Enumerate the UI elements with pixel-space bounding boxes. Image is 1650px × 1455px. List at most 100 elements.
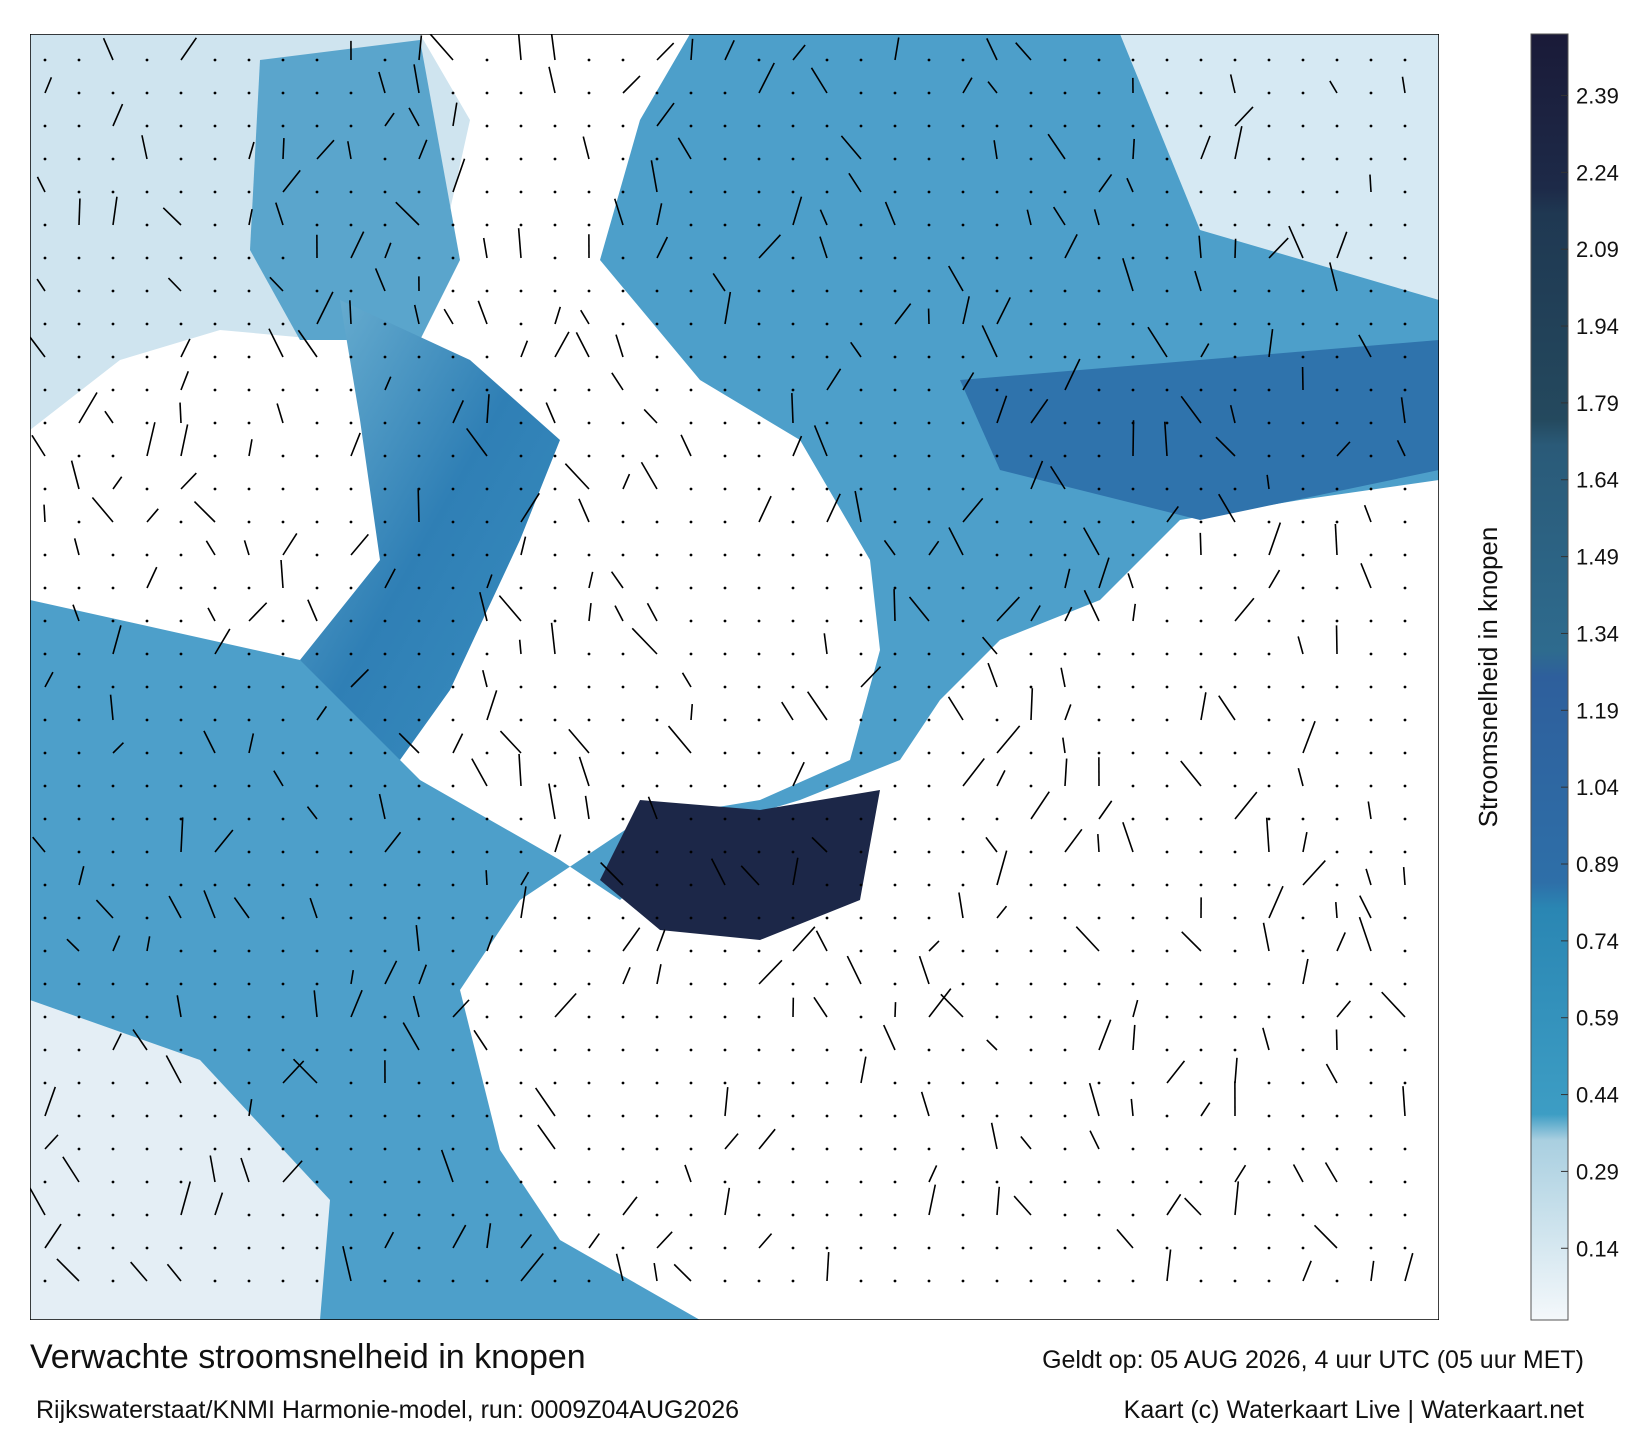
grid-dot xyxy=(1030,1115,1033,1118)
grid-dot xyxy=(690,620,693,623)
grid-dot xyxy=(520,1082,523,1085)
grid-dot xyxy=(894,290,897,293)
credit: Kaart (c) Waterkaart Live | Waterkaart.n… xyxy=(1124,1396,1584,1424)
grid-dot xyxy=(452,587,455,590)
grid-dot xyxy=(690,521,693,524)
current-arrow xyxy=(1200,533,1201,555)
grid-dot xyxy=(1030,884,1033,887)
grid-dot xyxy=(1030,1247,1033,1250)
grid-dot xyxy=(588,851,591,854)
grid-dot xyxy=(350,587,353,590)
grid-dot xyxy=(44,1181,47,1184)
grid-dot xyxy=(1030,653,1033,656)
grid-dot xyxy=(214,422,217,425)
grid-dot xyxy=(486,1016,489,1019)
grid-dot xyxy=(724,752,727,755)
grid-dot xyxy=(282,686,285,689)
grid-dot xyxy=(928,884,931,887)
grid-dot xyxy=(826,752,829,755)
grid-dot xyxy=(214,356,217,359)
grid-dot xyxy=(282,620,285,623)
grid-dot xyxy=(1404,719,1407,722)
grid-dot xyxy=(996,290,999,293)
grid-dot xyxy=(350,389,353,392)
grid-dot xyxy=(724,917,727,920)
grid-dot xyxy=(1098,1016,1101,1019)
grid-dot xyxy=(1234,323,1237,326)
grid-dot xyxy=(486,1214,489,1217)
grid-dot xyxy=(282,653,285,656)
grid-dot xyxy=(418,356,421,359)
grid-dot xyxy=(826,620,829,623)
grid-dot xyxy=(316,851,319,854)
grid-dot xyxy=(894,455,897,458)
grid-dot xyxy=(1370,653,1373,656)
grid-dot xyxy=(622,455,625,458)
grid-dot xyxy=(1030,290,1033,293)
grid-dot xyxy=(1336,851,1339,854)
grid-dot xyxy=(656,851,659,854)
grid-dot xyxy=(962,686,965,689)
grid-dot xyxy=(860,488,863,491)
grid-dot xyxy=(44,620,47,623)
grid-dot xyxy=(928,488,931,491)
grid-dot xyxy=(1336,785,1339,788)
map-title: Verwachte stroomsnelheid in knopen xyxy=(30,1338,586,1376)
grid-dot xyxy=(112,785,115,788)
grid-dot xyxy=(1132,389,1135,392)
grid-dot xyxy=(1064,1016,1067,1019)
grid-dot xyxy=(282,389,285,392)
grid-dot xyxy=(520,1148,523,1151)
grid-dot xyxy=(520,1181,523,1184)
colorbar-tick-label: 1.79 xyxy=(1576,391,1619,416)
colorbar-ticks: 0.140.290.440.590.740.891.041.191.341.49… xyxy=(1561,83,1619,1261)
grid-dot xyxy=(622,1082,625,1085)
grid-dot xyxy=(248,290,251,293)
grid-dot xyxy=(826,1082,829,1085)
grid-dot xyxy=(418,587,421,590)
colorbar-tick-label: 0.29 xyxy=(1576,1159,1619,1184)
grid-dot xyxy=(1132,323,1135,326)
grid-dot xyxy=(520,851,523,854)
grid-dot xyxy=(622,1115,625,1118)
grid-dot xyxy=(78,851,81,854)
grid-dot xyxy=(1370,983,1373,986)
grid-dot xyxy=(1404,158,1407,161)
grid-dot xyxy=(146,917,149,920)
grid-dot xyxy=(656,719,659,722)
grid-dot xyxy=(928,653,931,656)
grid-dot xyxy=(1098,1214,1101,1217)
grid-dot xyxy=(588,92,591,95)
grid-dot xyxy=(1404,851,1407,854)
grid-dot xyxy=(622,686,625,689)
grid-dot xyxy=(214,455,217,458)
grid-dot xyxy=(112,1082,115,1085)
grid-dot xyxy=(44,422,47,425)
grid-dot xyxy=(214,1049,217,1052)
grid-dot xyxy=(1302,290,1305,293)
grid-dot xyxy=(1166,587,1169,590)
grid-dot xyxy=(248,983,251,986)
grid-dot xyxy=(248,950,251,953)
grid-dot xyxy=(588,1082,591,1085)
grid-dot xyxy=(588,290,591,293)
grid-dot xyxy=(1336,521,1339,524)
grid-dot xyxy=(826,1148,829,1151)
grid-dot xyxy=(826,191,829,194)
grid-dot xyxy=(724,224,727,227)
grid-dot xyxy=(1302,620,1305,623)
grid-dot xyxy=(78,158,81,161)
grid-dot xyxy=(214,719,217,722)
grid-dot xyxy=(554,752,557,755)
grid-dot xyxy=(1098,455,1101,458)
grid-dot xyxy=(724,389,727,392)
grid-dot xyxy=(860,950,863,953)
grid-dot xyxy=(146,686,149,689)
grid-dot xyxy=(1404,653,1407,656)
grid-dot xyxy=(1336,323,1339,326)
grid-dot xyxy=(146,719,149,722)
grid-dot xyxy=(826,125,829,128)
grid-dot xyxy=(588,59,591,62)
grid-dot xyxy=(384,719,387,722)
grid-dot xyxy=(112,1247,115,1250)
